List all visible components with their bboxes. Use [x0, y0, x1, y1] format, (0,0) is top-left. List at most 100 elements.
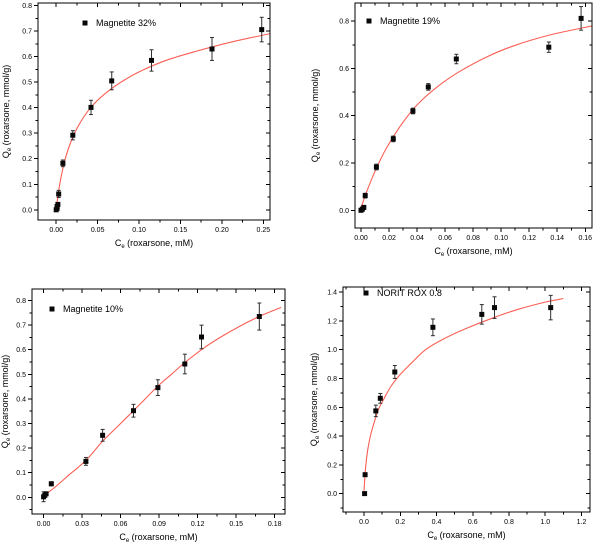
chart-panel-magnetite-10: 0.00 0.03 0.06 0.09 0.12 0.15 0.18 0.0 0.1 0.2 0.3… — [0, 277, 300, 554]
chart-norit-rox-08: 0.0 0.2 0.4 0.6 0.8 1.0 1.2 0.0 0.2 0.4 0.6 0.8 1.0 1… — [309, 286, 591, 542]
data-point-marker — [361, 204, 367, 210]
y-tick-label: 0.4 — [22, 105, 32, 112]
plot-frame — [37, 2, 271, 221]
y-tick-label: 0.0 — [22, 207, 32, 214]
y-tick-label: 0.4 — [339, 113, 349, 120]
x-tick-label: 0.16 — [578, 235, 592, 242]
y-tick-label: 0.2 — [22, 156, 32, 163]
tick-labels: 0.00 0.05 0.10 0.15 0.20 0.25 0.0 0.1 0.2 0.3 0.4 0… — [22, 3, 270, 234]
data-point-marker — [100, 432, 106, 438]
x-tick-label: 0.6 — [468, 519, 478, 526]
x-axis-label: Ce (roxarsone, mM) — [434, 246, 512, 258]
x-tick-label: 1.2 — [577, 519, 587, 526]
data-point-marker — [131, 408, 136, 414]
y-tick-label: 0.1 — [22, 182, 32, 189]
x-axis-label: Ce (roxarsone, mM) — [427, 530, 505, 542]
data-points — [41, 314, 262, 500]
x-tick-label: 0.00 — [354, 235, 368, 242]
axis-ticks — [34, 3, 270, 224]
x-tick-label: 0.15 — [174, 227, 188, 234]
data-point-marker — [546, 44, 552, 50]
y-axis-label: Qe (roxarsone, mmol/g) — [309, 353, 321, 446]
x-tick-label: 0.0 — [359, 519, 369, 526]
y-tick-label: 0.2 — [16, 446, 26, 453]
data-points — [362, 305, 554, 497]
y-tick-label: 0.0 — [327, 491, 337, 498]
legend: Magnetite 32% — [82, 18, 156, 28]
data-point-marker — [430, 324, 436, 330]
y-tick-label: 0.7 — [16, 323, 26, 330]
chart-panel-magnetite-19: 0.00 0.02 0.04 0.06 0.08 0.10 0.12 0.14 0.16 0.0 0… — [300, 0, 600, 277]
data-point-marker — [548, 305, 554, 311]
y-tick-label: 0.3 — [22, 131, 32, 138]
data-point-marker — [479, 311, 485, 317]
data-point-marker — [43, 491, 49, 497]
x-tick-label: 0.12 — [191, 521, 205, 528]
x-tick-label: 0.09 — [152, 521, 166, 528]
data-point-marker — [199, 334, 204, 340]
x-tick-label: 0.2 — [395, 519, 405, 526]
legend-marker — [82, 20, 88, 26]
legend-label: NORIT ROX 0.8 — [377, 288, 442, 298]
x-tick-label: 0.00 — [37, 521, 51, 528]
data-point-marker — [83, 458, 89, 464]
y-tick-label: 0.1 — [16, 470, 26, 477]
legend: NORIT ROX 0.8 — [363, 288, 442, 298]
legend: Magnetite 10% — [49, 304, 123, 314]
data-point-marker — [256, 314, 262, 319]
x-tick-label: 1.0 — [540, 519, 550, 526]
data-point-marker — [149, 57, 154, 63]
y-tick-label: 0.8 — [327, 376, 337, 383]
error-bars — [56, 16, 264, 199]
x-tick-label: 0.20 — [215, 227, 229, 234]
data-point-marker — [56, 191, 62, 197]
y-tick-label: 0.6 — [339, 66, 349, 73]
y-tick-label: 0.6 — [16, 347, 26, 354]
chart-panel-norit-rox-08: 0.0 0.2 0.4 0.6 0.8 1.0 1.2 0.0 0.2 0.4 0.6 0.8 1.0 1… — [300, 277, 600, 554]
data-point-marker — [362, 491, 368, 497]
y-tick-label: 0.8 — [16, 298, 26, 305]
tick-labels: 0.0 0.2 0.4 0.6 0.8 1.0 1.2 0.0 0.2 0.4 0.6 0.8 1.0 1… — [327, 290, 586, 526]
data-point-marker — [88, 104, 94, 110]
data-points — [53, 27, 265, 213]
legend: Magnetite 19% — [366, 16, 440, 26]
data-point-marker — [453, 56, 459, 62]
x-tick-label: 0.03 — [75, 521, 89, 528]
data-point-marker — [155, 385, 161, 391]
legend-label: Magnetite 19% — [380, 16, 440, 26]
y-axis-label: Qe (roxarsone, mmol/g) — [0, 355, 12, 448]
y-tick-label: 0.2 — [339, 161, 349, 168]
x-tick-label: 0.14 — [550, 235, 564, 242]
fit-curve — [43, 306, 282, 497]
chart-magnetite-10: 0.00 0.03 0.06 0.09 0.12 0.15 0.18 0.0 0.1 0.2 0.3… — [0, 288, 286, 544]
data-point-marker — [373, 408, 379, 414]
fit-curve — [55, 33, 270, 209]
x-tick-label: 0.18 — [268, 521, 282, 528]
tick-labels: 0.00 0.03 0.06 0.09 0.12 0.15 0.18 0.0 0.1 0.2 0.3… — [16, 298, 281, 528]
data-point-marker — [55, 201, 61, 207]
axis-ticks — [351, 3, 592, 232]
x-tick-label: 0.4 — [432, 519, 442, 526]
x-tick-label: 0.8 — [504, 519, 514, 526]
y-tick-label: 0.5 — [16, 372, 26, 379]
legend-marker — [363, 290, 369, 296]
y-tick-label: 0.7 — [22, 29, 32, 36]
x-axis-label: Ce (roxarsone, mM) — [119, 532, 197, 544]
data-point-marker — [109, 78, 115, 84]
tick-labels: 0.00 0.02 0.04 0.06 0.08 0.10 0.12 0.14 0.16 0.0 0… — [339, 19, 592, 242]
data-point-marker — [492, 305, 497, 311]
x-tick-label: 0.02 — [382, 235, 396, 242]
x-tick-label: 0.00 — [49, 227, 63, 234]
y-tick-label: 0.8 — [339, 19, 349, 26]
data-points — [358, 15, 584, 213]
legend-marker — [366, 18, 372, 24]
data-point-marker — [377, 395, 383, 401]
axis-ticks — [339, 287, 590, 516]
legend-label: Magnetite 32% — [96, 18, 156, 28]
y-tick-label: 0.0 — [16, 495, 26, 502]
y-tick-label: 0.5 — [22, 80, 32, 87]
data-point-marker — [209, 46, 215, 52]
legend-label: Magnetite 10% — [63, 304, 123, 314]
x-tick-label: 0.10 — [132, 227, 146, 234]
